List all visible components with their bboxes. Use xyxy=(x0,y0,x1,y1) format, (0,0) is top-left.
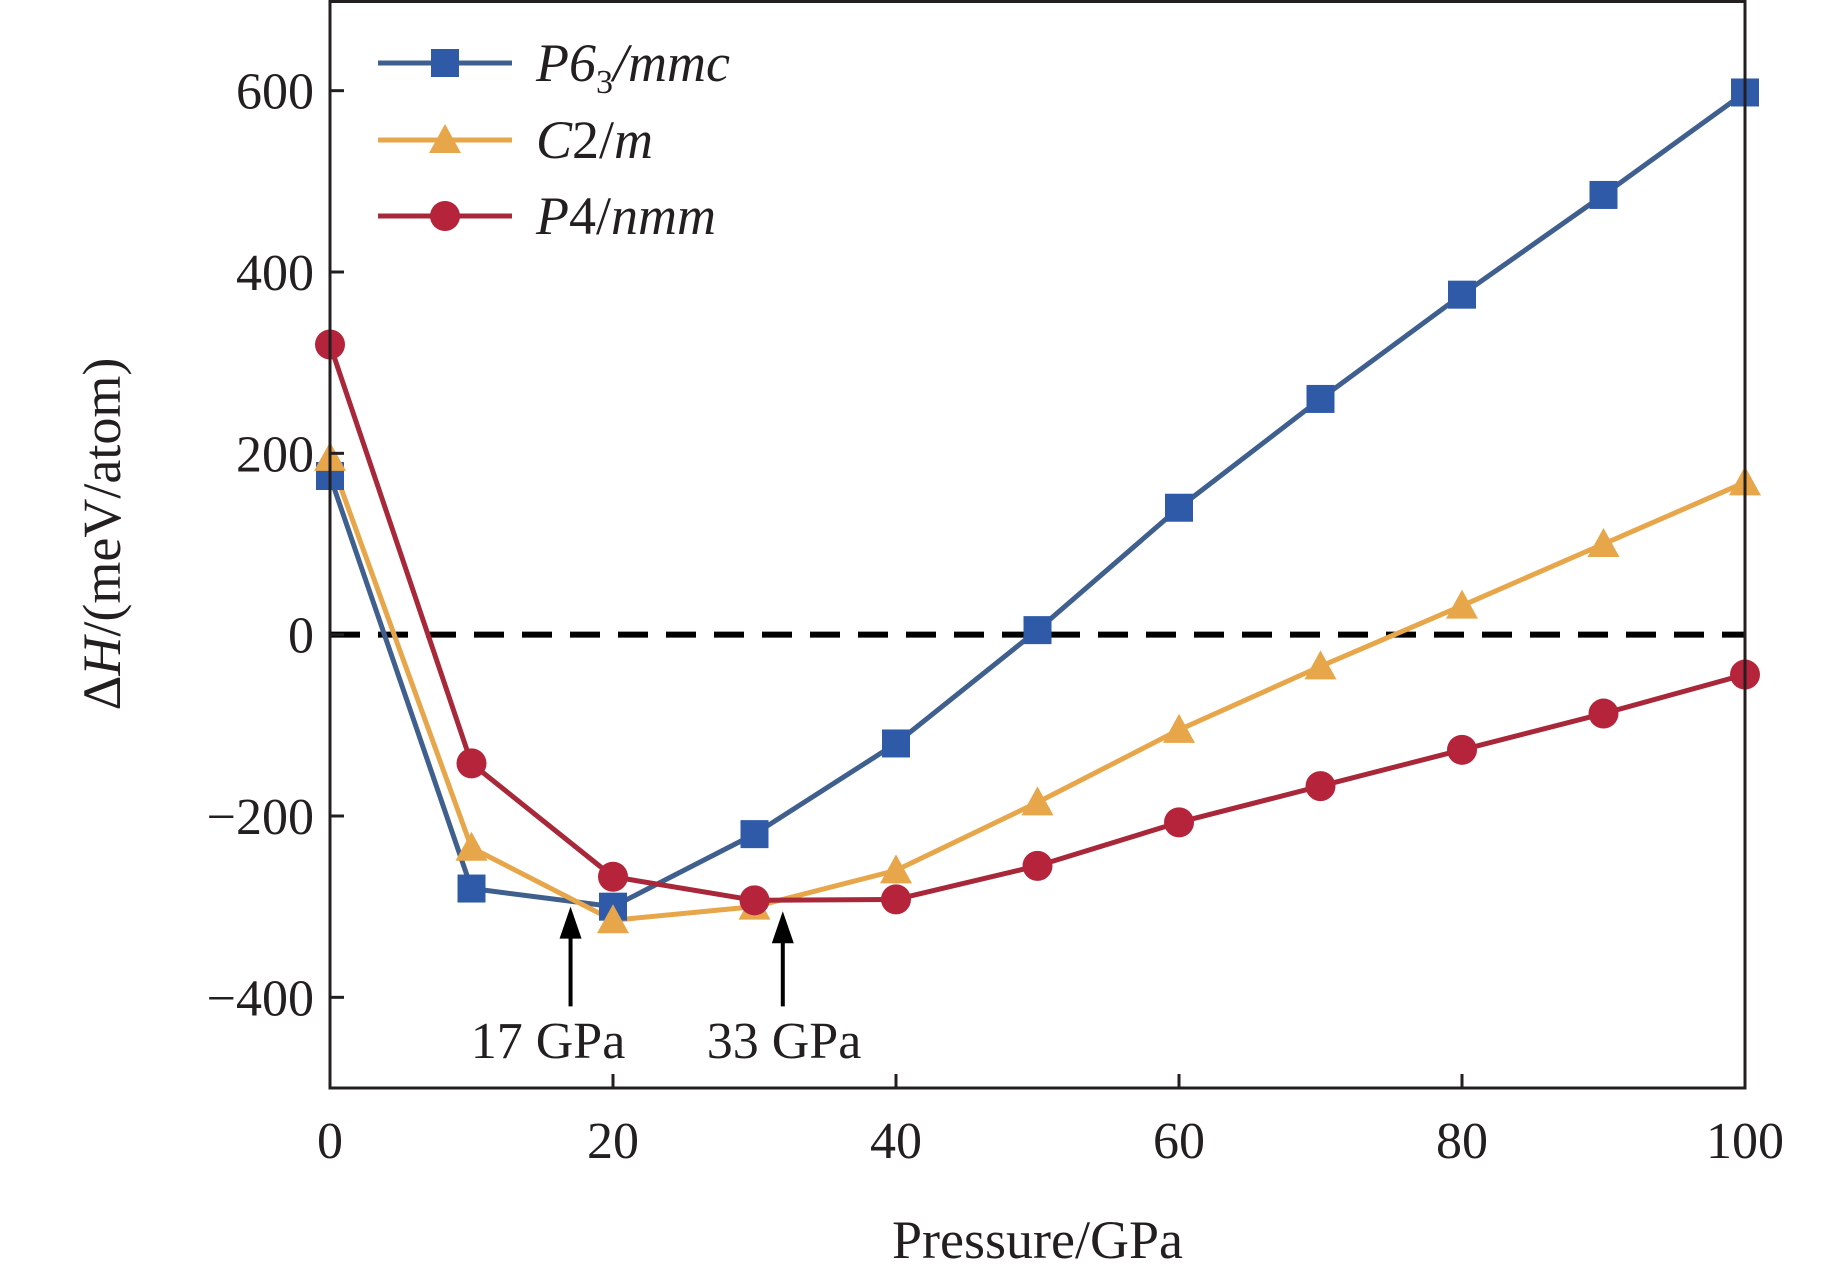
legend-p63mmc-suffix: /mmc xyxy=(610,33,730,93)
annotation-arrow-head xyxy=(559,906,582,939)
annotation-arrow-head xyxy=(771,911,794,944)
data-point-series-1 xyxy=(597,904,629,934)
legend-p4nmm-main: P xyxy=(535,186,569,246)
data-point-series-1 xyxy=(1021,786,1054,816)
legend-label-c2m: C2/m xyxy=(536,110,653,170)
data-point-series-0 xyxy=(1306,384,1335,413)
legend-c2m-plain: 2/ xyxy=(572,110,614,170)
y-tick-label: −200 xyxy=(207,789,314,846)
legend: P63/mmc C2/m P4/nmm xyxy=(378,33,730,246)
legend-item-p4nmm: P4/nmm xyxy=(378,186,716,246)
data-point-series-1 xyxy=(1163,713,1195,743)
data-point-series-0 xyxy=(1448,280,1476,309)
y-tick-label: 200 xyxy=(236,426,314,483)
data-point-series-2 xyxy=(1022,850,1053,881)
x-axis-label: Pressure/GPa xyxy=(892,1210,1183,1270)
x-tick-label: 20 xyxy=(587,1113,639,1170)
data-point-series-1 xyxy=(1587,528,1620,557)
annotation-label: 33 GPa xyxy=(707,1013,862,1070)
data-point-series-2 xyxy=(1164,807,1194,838)
data-point-series-0 xyxy=(1589,180,1618,209)
data-point-series-2 xyxy=(1588,698,1619,729)
data-point-series-2 xyxy=(881,884,911,915)
ticks-layer: 0 20 40 60 80 100 −400 −200 0 200 400 600 xyxy=(207,64,1784,1170)
y-tick-label: −400 xyxy=(207,970,314,1027)
y-tick-label: 400 xyxy=(236,245,314,302)
legend-p4nmm-suffix: nmm xyxy=(611,186,716,246)
x-tick-label: 0 xyxy=(317,1113,343,1170)
data-point-series-1 xyxy=(880,854,912,884)
data-point-series-1 xyxy=(1446,589,1478,619)
data-point-series-0 xyxy=(740,820,769,849)
marker-layer xyxy=(314,78,1761,934)
plot-frame xyxy=(328,0,1747,1090)
legend-item-p63mmc: P63/mmc xyxy=(378,33,730,101)
y-axis-label: ΔH/(meV/atom) xyxy=(72,358,132,711)
legend-marker-triangle xyxy=(429,124,461,153)
annotation-label: 17 GPa xyxy=(471,1013,626,1070)
data-point-series-0 xyxy=(882,729,910,758)
legend-marker-square xyxy=(431,49,459,77)
legend-label-p4nmm: P4/nmm xyxy=(535,186,716,246)
legend-label-p63mmc: P63/mmc xyxy=(535,33,730,101)
data-point-series-1 xyxy=(455,831,488,861)
legend-c2m-suffix: m xyxy=(614,110,653,170)
x-tick-label: 40 xyxy=(870,1113,922,1170)
data-point-series-0 xyxy=(457,874,486,903)
y-axis-label-italic: H xyxy=(72,634,132,677)
x-tick-label: 80 xyxy=(1436,1113,1488,1170)
legend-c2m-main: C xyxy=(536,110,573,170)
data-point-series-2 xyxy=(1305,771,1336,802)
data-point-series-2 xyxy=(1447,734,1477,765)
legend-marker-circle xyxy=(430,201,460,231)
data-point-series-2 xyxy=(456,748,487,779)
y-axis-label-prefix: Δ xyxy=(72,676,132,711)
legend-p63mmc-main: P6 xyxy=(535,33,596,93)
legend-p4nmm-plain: 4/ xyxy=(569,186,611,246)
legend-item-c2m: C2/m xyxy=(378,110,653,170)
y-tick-label: 600 xyxy=(236,64,314,121)
y-tick-label: 0 xyxy=(288,608,314,665)
data-point-series-1 xyxy=(1304,650,1337,680)
legend-p63mmc-sub: 3 xyxy=(596,64,613,101)
data-point-series-2 xyxy=(739,885,770,916)
x-tick-label: 100 xyxy=(1706,1113,1784,1170)
data-point-series-0 xyxy=(1023,616,1052,645)
y-axis-label-suffix: /(meV/atom) xyxy=(72,358,132,637)
x-tick-label: 60 xyxy=(1153,1113,1205,1170)
data-point-series-0 xyxy=(1165,493,1193,522)
data-point-series-2 xyxy=(598,861,628,892)
annotation-layer: 17 GPa 33 GPa xyxy=(471,906,862,1070)
